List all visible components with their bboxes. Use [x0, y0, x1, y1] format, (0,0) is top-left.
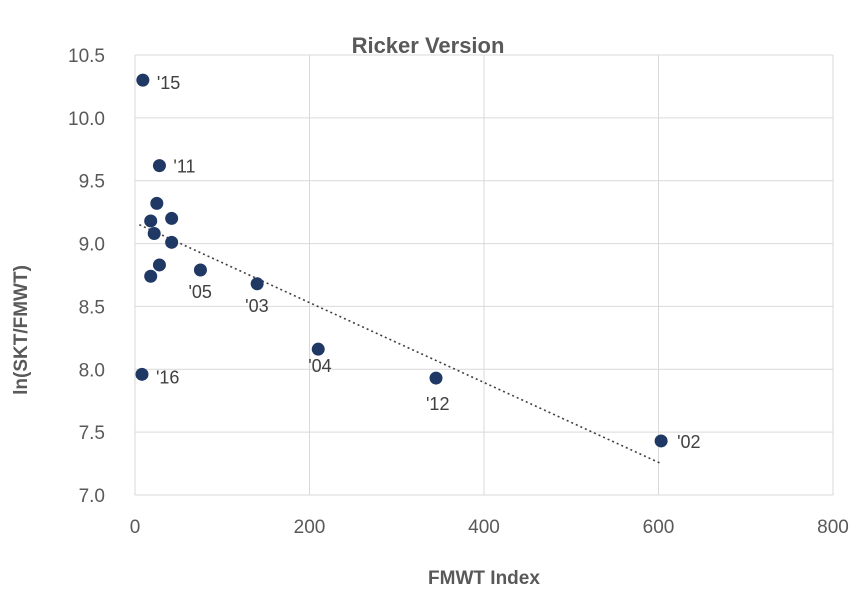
point-labels: '15 '11 '05 '03 '04 '12 '16 '02: [156, 73, 701, 452]
grid-lines: [134, 54, 834, 496]
y-tick-labels: 7.0 7.5 8.0 8.5 9.0 9.5 10.0 10.5: [68, 46, 105, 507]
data-point: [150, 196, 164, 210]
trendline-group: [139, 223, 662, 465]
chart-title: Ricker Version: [352, 33, 505, 58]
x-tick-label: 800: [817, 517, 849, 538]
x-tick-label: 0: [130, 517, 141, 538]
x-tick-label: 600: [643, 517, 675, 538]
data-point: [165, 235, 179, 249]
point-label: '16: [156, 367, 179, 387]
x-axis-title: FMWT Index: [428, 568, 540, 589]
x-tick-label: 400: [468, 517, 500, 538]
y-tick-label: 8.0: [79, 360, 105, 381]
point-label: '03: [245, 296, 268, 316]
y-tick-label: 9.5: [79, 172, 105, 193]
y-axis-title: ln(SKT/FMWT): [11, 265, 32, 395]
data-point: [429, 371, 443, 385]
data-points: [135, 73, 668, 448]
data-point: [311, 342, 325, 356]
data-point: [147, 227, 161, 241]
data-point: [144, 269, 158, 283]
point-label: '15: [157, 73, 180, 93]
x-tick-label: 200: [294, 517, 326, 538]
point-label: '04: [308, 356, 331, 376]
y-tick-label: 9.0: [79, 235, 105, 256]
data-point: [136, 73, 150, 87]
data-point: [152, 159, 166, 173]
point-label: '12: [426, 394, 449, 414]
y-tick-label: 8.5: [79, 297, 105, 318]
data-point: [135, 367, 149, 381]
trendline: [139, 223, 662, 465]
data-point: [654, 434, 668, 448]
data-point: [152, 258, 166, 272]
data-point: [165, 211, 179, 225]
point-label: '05: [188, 282, 211, 302]
y-tick-label: 10.0: [68, 109, 105, 130]
point-label: '02: [677, 432, 700, 452]
data-point: [193, 263, 207, 277]
data-point: [250, 277, 264, 291]
data-point: [144, 214, 158, 228]
y-tick-label: 7.5: [79, 423, 105, 444]
y-tick-label: 7.0: [79, 486, 105, 507]
x-tick-labels: 0 200 400 600 800: [130, 517, 849, 538]
y-tick-label: 10.5: [68, 46, 105, 67]
point-label: '11: [173, 157, 195, 177]
